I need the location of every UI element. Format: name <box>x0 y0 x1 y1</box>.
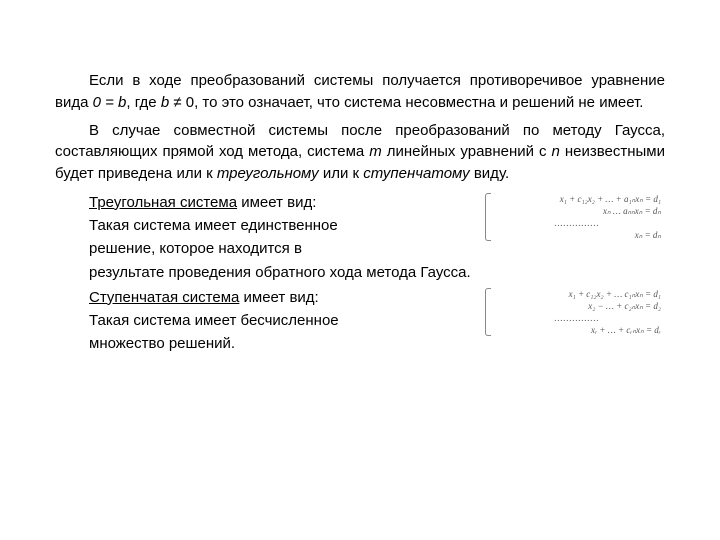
step-title-rest: имеет вид: <box>239 289 318 306</box>
tri-line-3-wrap: результате проведения обратного хода мет… <box>55 261 665 284</box>
p2-text-4: или к <box>319 165 364 182</box>
p1-eq-1: 0 = b <box>93 94 127 111</box>
tri-line-3: результате проведения обратного хода мет… <box>89 261 665 284</box>
p1-eq-2a: b ≠ <box>161 94 186 111</box>
tri-title-underline: Треугольная система <box>89 194 237 211</box>
step-sys-row-1: x₁ + c₁₂x₂ + … c₁ₙxₙ = d₁ <box>493 288 665 300</box>
p2-step: ступенчатому <box>363 165 469 182</box>
tri-sys-row-1: x₁ + c₁₂x₂ + … + a₁ₙxₙ = d₁ <box>493 193 665 205</box>
p2-text-2: линейных уравнений с <box>382 143 552 160</box>
tri-line-2: решение, которое находится в <box>89 237 471 260</box>
document-page: Если в ходе преобразований системы получ… <box>0 0 720 540</box>
tri-sys-row-4: xₙ = dₙ <box>493 229 665 241</box>
p2-text-5: виду. <box>470 165 509 182</box>
tri-line-1: Такая система имеет единственное <box>89 214 471 237</box>
step-sys-row-2: x₂ − … + c₂ₙxₙ = d₂ <box>493 300 665 312</box>
step-text: Ступенчатая система имеет вид: Такая сис… <box>55 286 471 356</box>
step-line-1: Такая система имеет бесчисленное <box>89 309 471 332</box>
triangular-text: Треугольная система имеет вид: Такая сис… <box>55 191 471 261</box>
brace-icon <box>485 193 491 242</box>
p1-text-3: , то это означает, что система несовмест… <box>194 94 643 111</box>
step-sys-row-4: xᵣ + … + cᵣₙxₙ = dᵣ <box>493 324 665 336</box>
triangular-block: Треугольная система имеет вид: Такая сис… <box>55 191 665 261</box>
paragraph-1: Если в ходе преобразований системы получ… <box>55 70 665 114</box>
brace-icon <box>485 288 491 337</box>
step-system: x₁ + c₁₂x₂ + … c₁ₙxₙ = d₁ x₂ − … + c₂ₙxₙ… <box>485 288 665 337</box>
step-title-underline: Ступенчатая система <box>89 289 239 306</box>
step-sys-row-3: …………… <box>493 312 665 324</box>
paragraph-2: В случае совместной системы после преобр… <box>55 120 665 185</box>
triangular-system: x₁ + c₁₂x₂ + … + a₁ₙxₙ = d₁ xₙ … aₙₙxₙ =… <box>485 193 665 242</box>
tri-sys-row-3: …………… <box>493 217 665 229</box>
p1-text-2: , где <box>126 94 160 111</box>
tri-sys-row-2: xₙ … aₙₙxₙ = dₙ <box>493 205 665 217</box>
tri-title-rest: имеет вид: <box>237 194 316 211</box>
p1-eq-2b: 0 <box>186 94 194 111</box>
p2-tri: треугольному <box>217 165 319 182</box>
step-line-2: множество решений. <box>89 332 471 355</box>
p2-m: m <box>369 143 382 160</box>
p2-n: n <box>552 143 560 160</box>
step-block: Ступенчатая система имеет вид: Такая сис… <box>55 286 665 356</box>
